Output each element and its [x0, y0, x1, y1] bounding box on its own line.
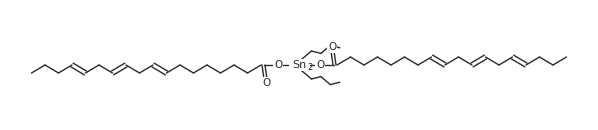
Text: O: O [262, 78, 270, 88]
Text: O: O [274, 60, 282, 70]
Text: O: O [316, 60, 324, 70]
Text: 2: 2 [307, 63, 312, 73]
Text: Sn: Sn [292, 60, 306, 70]
Text: O: O [328, 42, 336, 52]
